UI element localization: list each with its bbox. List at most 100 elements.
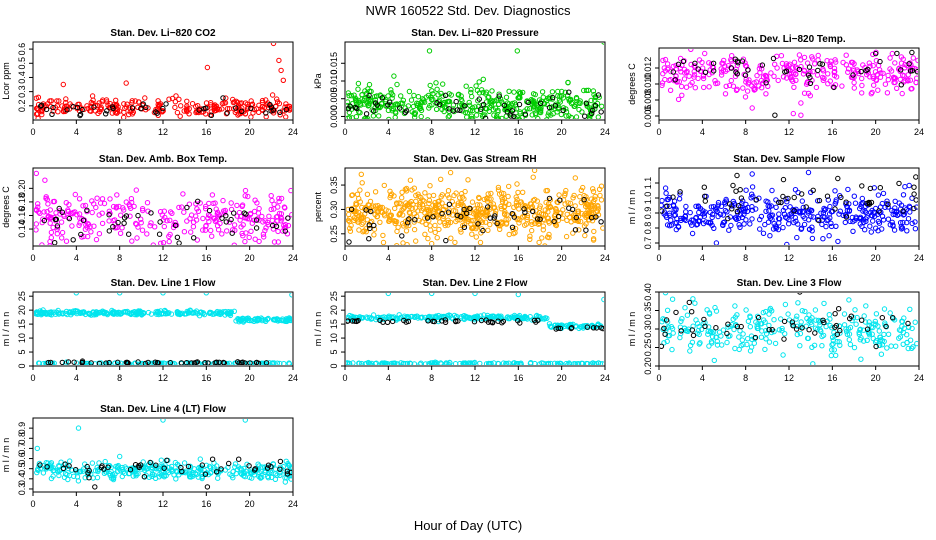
data-point-baseline <box>462 360 468 365</box>
data-point-samples <box>775 77 781 84</box>
data-point-samples <box>689 79 695 86</box>
data-point-samples <box>540 227 546 233</box>
data-point-samples <box>453 190 459 196</box>
data-point-samples <box>740 198 746 204</box>
x-tick-label: 0 <box>30 499 35 509</box>
data-point-samples <box>56 472 62 479</box>
outlier-point-samples <box>749 105 755 111</box>
data-point-samples <box>445 219 452 226</box>
data-point-references <box>223 213 229 219</box>
data-point-samples <box>827 78 833 84</box>
data-point-samples <box>830 341 836 347</box>
data-point-samples <box>244 216 251 222</box>
data-point-samples <box>820 236 826 242</box>
data-point-references <box>176 240 182 245</box>
data-point-samples <box>174 109 181 116</box>
data-point-samples <box>527 236 533 243</box>
data-point-samples <box>447 169 454 176</box>
data-point-samples <box>888 343 894 349</box>
data-point-references <box>53 216 59 223</box>
data-point-line <box>381 314 387 320</box>
data-point-samples <box>783 75 790 81</box>
data-point-samples <box>263 225 269 231</box>
data-point-samples <box>914 340 918 347</box>
data-point-samples <box>45 201 51 207</box>
data-point-references <box>153 462 159 468</box>
data-point-samples <box>50 473 56 479</box>
data-point-samples <box>696 341 702 347</box>
data-point-samples <box>556 192 562 198</box>
data-point-samples <box>570 195 576 201</box>
y-tick-label: 0.6 <box>17 452 27 465</box>
data-point-samples <box>879 226 885 232</box>
data-point-samples <box>684 328 690 334</box>
data-point-samples <box>907 306 913 312</box>
x-tick-label: 24 <box>914 253 924 263</box>
x-tick-label: 16 <box>827 127 837 137</box>
data-point-samples <box>206 463 213 470</box>
data-point-samples <box>421 99 428 105</box>
data-point-line <box>104 311 111 318</box>
data-point-samples <box>404 242 410 245</box>
data-point-samples <box>506 201 512 208</box>
y-axis-label: m l / m n <box>313 312 323 347</box>
data-point-references <box>453 98 459 105</box>
data-point-samples <box>678 330 684 337</box>
data-point-samples <box>127 213 133 219</box>
data-point-references <box>661 325 667 331</box>
data-point-references <box>789 319 795 325</box>
data-point-references <box>461 206 467 213</box>
data-point-samples <box>40 216 46 222</box>
data-point-samples <box>913 204 918 210</box>
data-point-samples <box>250 110 256 116</box>
data-point-samples <box>214 463 220 469</box>
data-point-references <box>521 206 527 212</box>
data-point-samples <box>391 73 397 79</box>
data-point-references <box>858 68 864 75</box>
y-tick-label: 0.5 <box>17 462 27 475</box>
data-point-samples <box>128 196 135 202</box>
data-point-samples <box>206 218 212 225</box>
data-point-line <box>390 315 396 321</box>
data-point-references <box>44 464 50 470</box>
data-point-samples <box>837 342 843 348</box>
panel-title: Stan. Dev. Sample Flow <box>733 154 845 165</box>
data-point-samples <box>365 202 371 208</box>
data-point-samples <box>541 101 548 107</box>
data-point-samples <box>177 113 183 119</box>
x-tick-label: 8 <box>117 253 122 263</box>
data-point-references <box>890 315 896 321</box>
data-point-samples <box>85 105 91 112</box>
data-point-references <box>791 194 797 201</box>
data-point-samples <box>747 221 753 227</box>
data-point-samples <box>219 100 226 107</box>
data-point-samples <box>398 93 404 99</box>
data-point-references <box>66 463 72 469</box>
data-point-samples <box>148 220 154 226</box>
data-point-samples <box>487 204 493 210</box>
data-point-samples <box>463 83 469 89</box>
data-point-line <box>541 316 547 322</box>
data-point-samples <box>198 465 204 471</box>
data-point-samples <box>231 242 237 245</box>
data-point-samples <box>355 80 362 87</box>
data-point-samples <box>749 83 755 89</box>
data-point-samples <box>851 193 857 199</box>
x-tick-label: 16 <box>201 253 211 263</box>
data-point-samples <box>468 86 474 93</box>
data-point-samples <box>179 204 185 210</box>
data-point-line <box>68 309 74 316</box>
data-point-references <box>530 208 536 215</box>
data-point-samples <box>351 215 358 221</box>
data-point-samples <box>511 106 517 113</box>
data-point-samples <box>713 80 719 87</box>
data-point-baseline <box>472 359 478 365</box>
data-point-samples <box>506 183 512 190</box>
data-point-baseline <box>380 361 386 365</box>
data-point-samples <box>676 196 683 202</box>
x-tick-label: 16 <box>201 499 211 509</box>
data-point-samples <box>235 464 242 470</box>
data-point-baseline <box>36 360 42 365</box>
data-point-samples <box>117 230 124 237</box>
